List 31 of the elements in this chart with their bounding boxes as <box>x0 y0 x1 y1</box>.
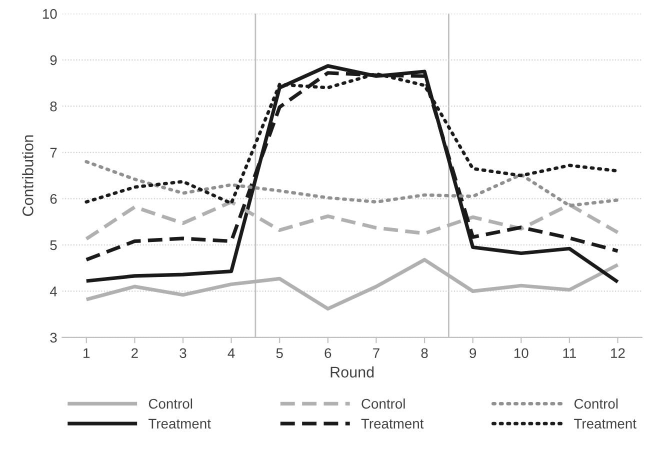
x-tick-label: 3 <box>180 348 186 358</box>
x-tick-label: 10 <box>514 348 528 358</box>
y-tick-label: 9 <box>50 55 57 66</box>
x-axis-title: Round <box>330 366 374 378</box>
x-tick-label: 4 <box>228 348 235 358</box>
legend-label: Treatment <box>361 418 424 429</box>
x-tick-label: 7 <box>373 348 380 358</box>
y-tick-label: 10 <box>42 9 57 19</box>
x-tick-label: 6 <box>324 348 332 358</box>
legend-label: Treatment <box>148 418 211 429</box>
y-tick-label: 6 <box>50 194 57 204</box>
x-tick-label: 5 <box>276 348 283 358</box>
legend-label: Treatment <box>574 418 636 429</box>
legend-label: Control <box>574 398 618 409</box>
x-tick-label: 2 <box>132 348 138 358</box>
y-tick-label: 7 <box>50 148 57 158</box>
x-tick-label: 1 <box>84 348 90 358</box>
line-series <box>84 258 620 311</box>
line-series <box>84 160 620 208</box>
y-tick-label: 4 <box>50 286 57 296</box>
y-tick-label: 8 <box>50 102 57 112</box>
y-tick-label: 5 <box>50 240 57 250</box>
y-tick-label: 3 <box>50 332 57 343</box>
x-tick-label: 8 <box>421 348 428 358</box>
x-tick-label: 9 <box>470 348 476 358</box>
legend-label: Control <box>362 398 405 409</box>
legend-label: Control <box>148 398 192 409</box>
y-axis-title: Contribution <box>22 135 34 216</box>
line-series <box>84 200 620 241</box>
x-tick-label: 12 <box>611 348 625 358</box>
x-tick-label: 11 <box>563 348 576 358</box>
